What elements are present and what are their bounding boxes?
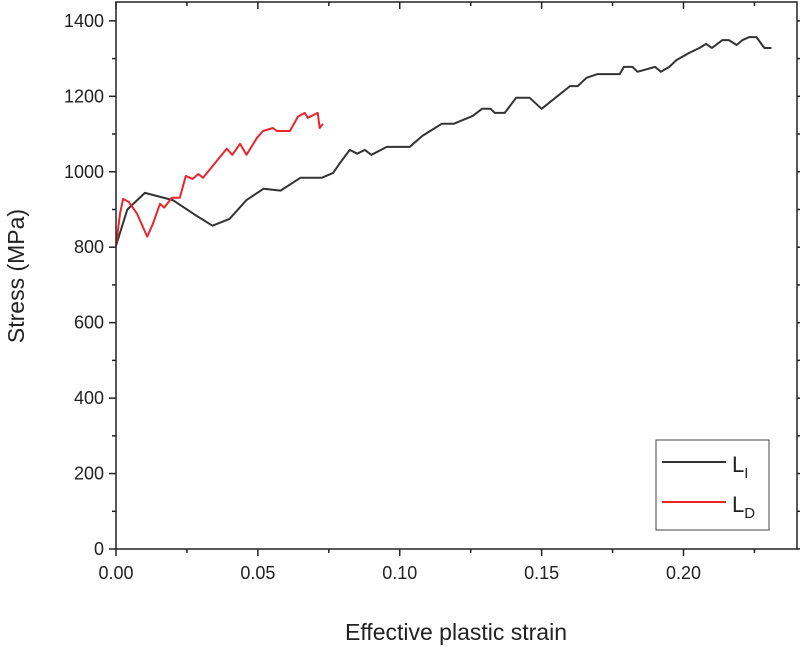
y-tick-label: 0 bbox=[94, 539, 104, 559]
legend-label-ld: LD bbox=[732, 492, 755, 522]
plot-frame bbox=[115, 1, 798, 550]
y-tick-label: 1400 bbox=[64, 11, 104, 31]
y-tick-label: 600 bbox=[74, 313, 104, 333]
legend-label-li: LI bbox=[732, 452, 748, 482]
x-tick-label: 0.20 bbox=[666, 563, 701, 583]
y-tick-label: 400 bbox=[74, 388, 104, 408]
series-line-LD bbox=[115, 111, 324, 246]
y-tick-label: 1200 bbox=[64, 86, 104, 106]
x-tick-label: 0.00 bbox=[98, 563, 133, 583]
x-axis-label: Effective plastic strain bbox=[345, 619, 567, 645]
legend: LI LD bbox=[655, 439, 770, 531]
series-layer bbox=[115, 36, 772, 246]
y-tick-label: 1000 bbox=[64, 162, 104, 182]
legend-box bbox=[655, 439, 770, 531]
y-tick-label: 200 bbox=[74, 464, 104, 484]
x-tick-label: 0.05 bbox=[240, 563, 275, 583]
ticks-layer: 0.00 0.05 0.10 0.15 0.20 0 200 400 600 800 1000 120… bbox=[64, 2, 800, 583]
series-line-LI bbox=[115, 36, 772, 246]
x-tick-label: 0.15 bbox=[524, 563, 559, 583]
y-tick-label: 800 bbox=[74, 237, 104, 257]
x-tick-label: 0.10 bbox=[382, 563, 417, 583]
y-axis-label: Stress (MPa) bbox=[3, 209, 29, 343]
